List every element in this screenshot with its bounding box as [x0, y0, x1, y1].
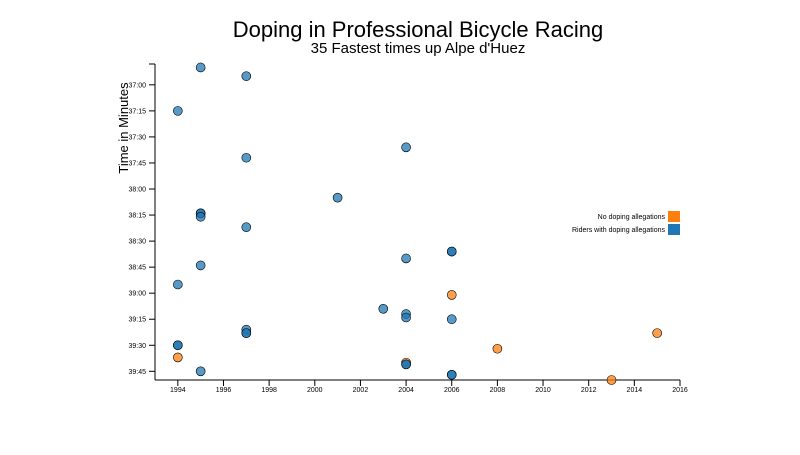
x-tick-label: 2014 [627, 387, 643, 394]
data-point [401, 142, 411, 153]
x-tick-label: 2002 [353, 387, 369, 394]
x-tick-label: 2000 [307, 387, 323, 394]
x-tick-label: 2006 [444, 387, 460, 394]
data-point [173, 106, 183, 116]
data-point [241, 71, 252, 81]
data-point [173, 352, 183, 363]
y-tick-label: 37:45 [128, 160, 146, 167]
y-tick-label: 37:30 [128, 134, 146, 141]
x-tick-label: 2016 [672, 387, 688, 394]
data-point [446, 290, 457, 300]
legend-label: No doping allegations [598, 214, 666, 221]
data-point [446, 314, 457, 325]
data-point [241, 222, 252, 233]
y-tick-label: 38:15 [128, 213, 146, 220]
data-point [195, 260, 206, 271]
data-point [173, 279, 183, 290]
data-point [195, 62, 206, 73]
chart-subtitle: 35 Fastest times up Alpe d'Huez [311, 40, 526, 57]
data-point [241, 152, 252, 163]
data-point [195, 211, 206, 222]
data-point [401, 359, 411, 370]
x-tick-label: 2012 [581, 387, 597, 394]
data-point [492, 343, 503, 354]
y-tick-label: 37:15 [128, 108, 146, 115]
data-point [378, 304, 389, 314]
legend-swatch [668, 224, 680, 235]
y-tick-label: 38:00 [128, 187, 146, 194]
y-tick-label: 39:30 [128, 343, 146, 350]
data-point [606, 375, 617, 385]
x-tick-label: 2010 [535, 387, 551, 394]
data-point [332, 192, 343, 203]
data-point [401, 312, 411, 323]
y-tick-label: 39:15 [128, 317, 146, 324]
legend-label: Riders with doping allegations [572, 227, 665, 234]
y-tick-label: 39:00 [128, 291, 146, 298]
y-tick-label: 38:45 [128, 265, 146, 272]
data-point [401, 253, 411, 264]
data-point [652, 328, 662, 338]
y-tick-label: 39:45 [128, 369, 146, 376]
x-tick-label: 2008 [490, 387, 506, 394]
y-axis-label: Time in Minutes [116, 82, 131, 174]
x-tick-label: 2004 [398, 387, 414, 394]
data-point [195, 366, 206, 377]
x-tick-label: 1996 [216, 387, 232, 394]
y-tick-label: 37:00 [128, 82, 146, 89]
x-tick-label: 1994 [170, 387, 186, 394]
data-point [446, 246, 457, 257]
legend-swatch [668, 211, 680, 222]
chart-title: Doping in Professional Bicycle Racing [233, 17, 604, 42]
y-tick-label: 38:30 [128, 239, 146, 246]
data-point [446, 369, 457, 380]
data-point [241, 328, 252, 338]
x-tick-label: 1998 [261, 387, 277, 394]
data-point [173, 340, 183, 351]
